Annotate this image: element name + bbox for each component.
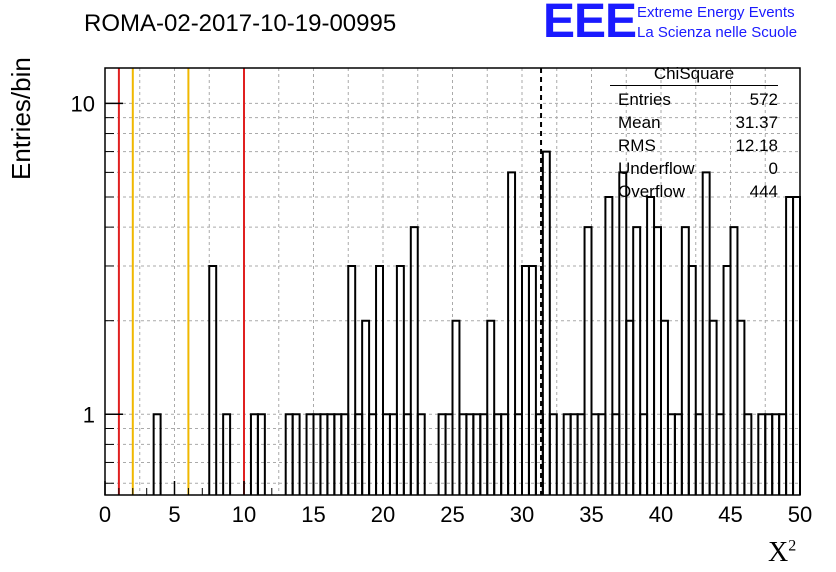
x-tick-label: 25 bbox=[440, 502, 464, 527]
histogram-bar bbox=[632, 226, 642, 495]
histogram-bar bbox=[416, 413, 426, 495]
x-tick-label: 0 bbox=[99, 502, 111, 527]
x-tick-label: 10 bbox=[232, 502, 256, 527]
y-axis-label: Entries/bin bbox=[6, 57, 36, 180]
y-tick-label: 10 bbox=[71, 91, 95, 116]
histogram-bar bbox=[208, 264, 218, 495]
histogram-bar bbox=[507, 171, 517, 495]
x-axis-label-main: X bbox=[768, 537, 789, 568]
stats-label: Entries bbox=[618, 90, 671, 109]
histogram-bar bbox=[708, 319, 718, 495]
reference-lines bbox=[117, 68, 543, 495]
y-tick-label: 1 bbox=[83, 402, 95, 427]
histogram-bar bbox=[729, 226, 739, 495]
logo-line-1: Extreme Energy Events bbox=[637, 4, 795, 21]
stats-box: ChiSquare Entries 572 Mean 31.37 RMS 12.18 … bbox=[610, 64, 778, 203]
x-tick-label: 45 bbox=[718, 502, 742, 527]
logo-line-2: La Scienza nelle Scuole bbox=[637, 24, 798, 41]
histogram-bar bbox=[792, 196, 801, 495]
histogram-bar bbox=[451, 319, 461, 495]
x-tick-label: 15 bbox=[301, 502, 325, 527]
stats-label: RMS bbox=[618, 136, 656, 155]
stats-title: ChiSquare bbox=[610, 64, 778, 86]
stats-value: 0 bbox=[768, 159, 778, 178]
x-axis-label-sup: 2 bbox=[788, 537, 797, 555]
stats-label: Overflow bbox=[618, 182, 686, 201]
x-tick-label: 30 bbox=[510, 502, 534, 527]
x-tick-label: 40 bbox=[649, 502, 673, 527]
histogram-bar bbox=[785, 196, 795, 495]
stats-row-underflow: Underflow 0 bbox=[610, 157, 778, 180]
stats-row-overflow: Overflow 444 bbox=[610, 180, 778, 203]
histogram-bar bbox=[743, 413, 753, 495]
stats-value: 572 bbox=[749, 90, 778, 109]
x-tick-label: 35 bbox=[579, 502, 603, 527]
histogram-bar bbox=[256, 413, 266, 495]
histogram-bar bbox=[722, 264, 732, 495]
histogram-bar bbox=[291, 413, 301, 495]
histogram-bars bbox=[152, 150, 801, 495]
histogram-bar bbox=[361, 319, 371, 495]
histogram-bar bbox=[486, 319, 496, 495]
histogram-bar bbox=[409, 226, 419, 495]
histogram-bar bbox=[604, 196, 614, 495]
histogram-bar bbox=[680, 226, 690, 495]
stats-label: Mean bbox=[618, 113, 661, 132]
histogram-bar bbox=[375, 264, 384, 495]
stats-value: 31.37 bbox=[735, 113, 778, 132]
histogram-bar bbox=[222, 413, 232, 495]
histogram-bar bbox=[618, 171, 628, 495]
histogram-bar bbox=[625, 319, 635, 495]
histogram-bar bbox=[653, 226, 662, 495]
eee-logo: EEE bbox=[543, 0, 637, 48]
histogram-bar bbox=[347, 264, 357, 495]
stats-row-rms: RMS 12.18 bbox=[610, 134, 778, 157]
page-title: ROMA-02-2017-10-19-00995 bbox=[84, 10, 397, 37]
histogram-bar bbox=[701, 171, 711, 495]
histogram-bar bbox=[541, 150, 551, 495]
histogram-bar bbox=[660, 319, 669, 495]
histogram-bar bbox=[687, 264, 697, 495]
histogram-bar bbox=[736, 319, 746, 495]
histogram-bar bbox=[395, 264, 405, 495]
y-axis-ticks: 1 10 bbox=[71, 91, 123, 484]
histogram-bar bbox=[583, 226, 593, 495]
histogram-bar bbox=[521, 264, 530, 495]
histogram-bar bbox=[646, 196, 656, 495]
x-tick-label: 20 bbox=[371, 502, 395, 527]
x-axis-ticks: 0 5 10 15 20 25 30 35 40 45 50 bbox=[99, 481, 812, 527]
x-axis-label: X2 bbox=[768, 537, 796, 569]
stats-label: Underflow bbox=[618, 159, 695, 178]
histogram-bar bbox=[152, 413, 162, 495]
stats-value: 444 bbox=[749, 182, 778, 201]
histogram-bar bbox=[548, 413, 558, 495]
histogram-bar bbox=[527, 264, 537, 495]
x-tick-label: 5 bbox=[168, 502, 180, 527]
x-tick-label: 50 bbox=[788, 502, 812, 527]
stats-row-entries: Entries 572 bbox=[610, 88, 778, 111]
stats-value: 12.18 bbox=[735, 136, 778, 155]
stats-row-mean: Mean 31.37 bbox=[610, 111, 778, 134]
